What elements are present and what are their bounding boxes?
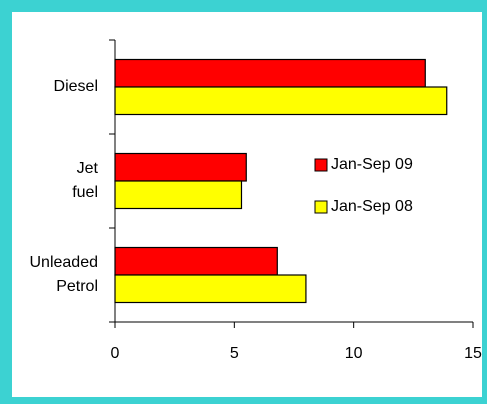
- legend-swatch: [314, 158, 328, 172]
- legend-swatch: [314, 200, 328, 214]
- y-tick-label: Jet fuel: [72, 160, 98, 201]
- y-tick-label: Diesel: [54, 78, 98, 95]
- bar: [114, 274, 307, 304]
- bar: [114, 246, 278, 276]
- x-tick-label: 0: [111, 345, 120, 362]
- bar: [114, 86, 448, 116]
- x-tick-label: 15: [464, 345, 482, 362]
- y-tick-label: Unleaded Petrol: [30, 254, 99, 295]
- x-tick-label: 5: [230, 345, 239, 362]
- bar: [114, 180, 243, 210]
- legend-label: Jan-Sep 09: [331, 156, 413, 173]
- legend-label: Jan-Sep 08: [331, 198, 413, 215]
- bar: [114, 152, 247, 182]
- x-tick-label: 10: [345, 345, 363, 362]
- bar: [114, 58, 426, 88]
